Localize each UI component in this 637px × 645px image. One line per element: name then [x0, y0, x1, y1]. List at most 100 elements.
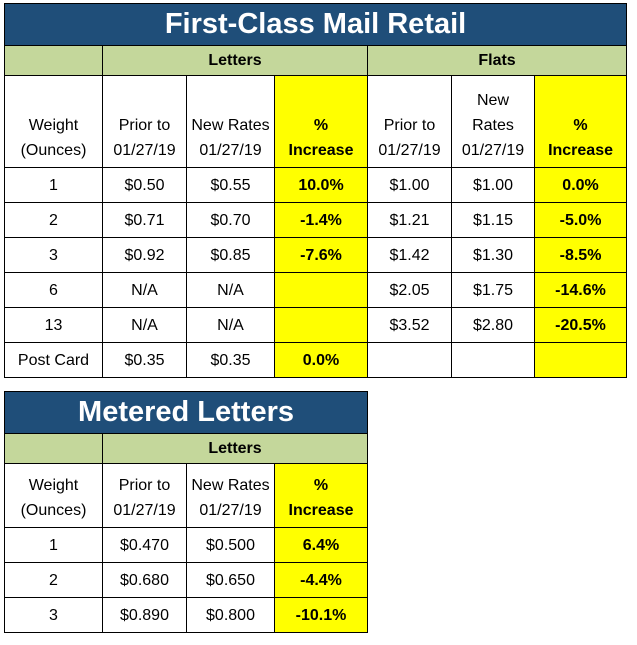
retail-cell-fp [367, 342, 452, 378]
retail-cell-weight: Post Card [4, 342, 103, 378]
retail-table-row: 2 $0.71 $0.70 -1.4% $1.21 $1.15 -5.0% [4, 202, 628, 238]
retail-cell-lp: N/A [102, 307, 187, 343]
metered-band-blank [4, 433, 103, 464]
metered-header-new-line1: New Rates [191, 477, 270, 494]
metered-cell-pct: -4.4% [273, 562, 369, 598]
header-letters-new-line1: New Rates [191, 117, 270, 134]
header-weight-line2: (Ounces) [20, 142, 87, 159]
retail-cell-lpct: 0.0% [274, 342, 368, 378]
metered-header-weight: Weight (Ounces) [4, 463, 103, 528]
retail-cell-weight: 2 [4, 202, 103, 238]
retail-cell-fn [451, 342, 535, 378]
retail-title: First-Class Mail Retail [3, 3, 628, 46]
retail-cell-weight: 3 [4, 237, 103, 273]
metered-header-weight-line1: Weight [28, 477, 79, 494]
metered-header-weight-line2: (Ounces) [20, 502, 87, 519]
retail-cell-fp: $2.05 [367, 272, 452, 308]
retail-cell-fpct: -8.5% [533, 237, 628, 273]
retail-group-flats: Flats [366, 45, 628, 76]
metered-table-row: 2 $0.680 $0.650 -4.4% [4, 562, 369, 598]
retail-table-row: 1 $0.50 $0.55 10.0% $1.00 $1.00 0.0% [4, 167, 628, 203]
header-letters-new-line2: 01/27/19 [199, 142, 262, 159]
retail-cell-fpct: -20.5% [533, 307, 628, 343]
retail-cell-ln: $0.55 [186, 167, 275, 203]
retail-cell-weight: 1 [4, 167, 103, 203]
retail-cell-fpct: -5.0% [533, 202, 628, 238]
metered-header-pct-line1: % [313, 477, 329, 494]
metered-table-row: 1 $0.470 $0.500 6.4% [4, 527, 369, 563]
metered-cell-n: $0.500 [186, 527, 275, 563]
retail-cell-ln: $0.70 [186, 202, 275, 238]
retail-cell-fn: $1.30 [451, 237, 535, 273]
retail-cell-ln: N/A [186, 272, 275, 308]
metered-cell-pct: 6.4% [273, 527, 369, 563]
retail-cell-fp: $3.52 [367, 307, 452, 343]
retail-cell-ln: $0.35 [186, 342, 275, 378]
header-flats-prior-line2: 01/27/19 [378, 142, 441, 159]
header-flats-pct-line2: Increase [548, 142, 613, 159]
header-letters-pct: % Increase [274, 75, 368, 168]
retail-cell-lp: N/A [102, 272, 187, 308]
metered-header-prior-line2: 01/27/19 [113, 502, 176, 519]
metered-header-pct: % Increase [273, 463, 369, 528]
retail-cell-lp: $0.35 [102, 342, 187, 378]
header-flats-new: New Rates 01/27/19 [451, 75, 535, 168]
retail-cell-weight: 13 [4, 307, 103, 343]
header-flats-new-line3: 01/27/19 [461, 142, 525, 159]
metered-table-row: 3 $0.890 $0.800 -10.1% [4, 597, 369, 633]
first-class-retail-table: First-Class Mail Retail Letters Flats We… [3, 3, 628, 378]
header-letters-prior: Prior to 01/27/19 [102, 75, 187, 168]
metered-cell-p: $0.680 [102, 562, 187, 598]
metered-cell-pct: -10.1% [273, 597, 369, 633]
retail-cell-lp: $0.71 [102, 202, 187, 238]
metered-title: Metered Letters [3, 391, 369, 434]
retail-cell-fpct: -14.6% [533, 272, 628, 308]
header-flats-new-line1: New [476, 92, 509, 109]
retail-cell-lpct [274, 272, 368, 308]
header-flats-prior: Prior to 01/27/19 [367, 75, 452, 168]
metered-header-new-line2: 01/27/19 [199, 502, 262, 519]
retail-table-row: 13 N/A N/A $3.52 $2.80 -20.5% [4, 307, 628, 343]
retail-table-row: 3 $0.92 $0.85 -7.6% $1.42 $1.30 -8.5% [4, 237, 628, 273]
header-letters-prior-line1: Prior to [118, 117, 171, 134]
metered-group-letters: Letters [101, 433, 369, 464]
metered-cell-weight: 1 [4, 527, 103, 563]
retail-cell-ln: N/A [186, 307, 275, 343]
header-letters-pct-line2: Increase [288, 142, 354, 159]
header-letters-new: New Rates 01/27/19 [186, 75, 275, 168]
metered-cell-n: $0.800 [186, 597, 275, 633]
retail-table-row: Post Card $0.35 $0.35 0.0% [4, 342, 628, 378]
retail-cell-fp: $1.21 [367, 202, 452, 238]
metered-cell-weight: 2 [4, 562, 103, 598]
metered-cell-p: $0.470 [102, 527, 187, 563]
retail-cell-lp: $0.92 [102, 237, 187, 273]
header-letters-pct-line1: % [313, 117, 329, 134]
retail-cell-fpct [533, 342, 628, 378]
retail-cell-lpct: -7.6% [274, 237, 368, 273]
header-letters-prior-line2: 01/27/19 [113, 142, 176, 159]
metered-header-prior: Prior to 01/27/19 [102, 463, 187, 528]
header-flats-prior-line1: Prior to [383, 117, 436, 134]
metered-header-pct-line2: Increase [288, 502, 354, 519]
metered-cell-weight: 3 [4, 597, 103, 633]
retail-cell-lpct: 10.0% [274, 167, 368, 203]
retail-cell-fpct: 0.0% [533, 167, 628, 203]
metered-letters-table: Metered Letters Letters Weight (Ounces) … [3, 391, 369, 633]
retail-cell-fp: $1.00 [367, 167, 452, 203]
metered-cell-n: $0.650 [186, 562, 275, 598]
retail-cell-lpct [274, 307, 368, 343]
retail-cell-fn: $1.00 [451, 167, 535, 203]
retail-cell-fp: $1.42 [367, 237, 452, 273]
header-weight: Weight (Ounces) [4, 75, 103, 168]
retail-cell-lp: $0.50 [102, 167, 187, 203]
retail-cell-fn: $1.75 [451, 272, 535, 308]
retail-cell-weight: 6 [4, 272, 103, 308]
retail-group-letters: Letters [102, 45, 368, 76]
metered-header-prior-line1: Prior to [118, 477, 171, 494]
retail-cell-lpct: -1.4% [274, 202, 368, 238]
header-flats-pct-line1: % [573, 117, 588, 134]
metered-cell-p: $0.890 [102, 597, 187, 633]
header-flats-new-line2: Rates [472, 117, 514, 134]
retail-table-row: 6 N/A N/A $2.05 $1.75 -14.6% [4, 272, 628, 308]
metered-header-new: New Rates 01/27/19 [186, 463, 275, 528]
